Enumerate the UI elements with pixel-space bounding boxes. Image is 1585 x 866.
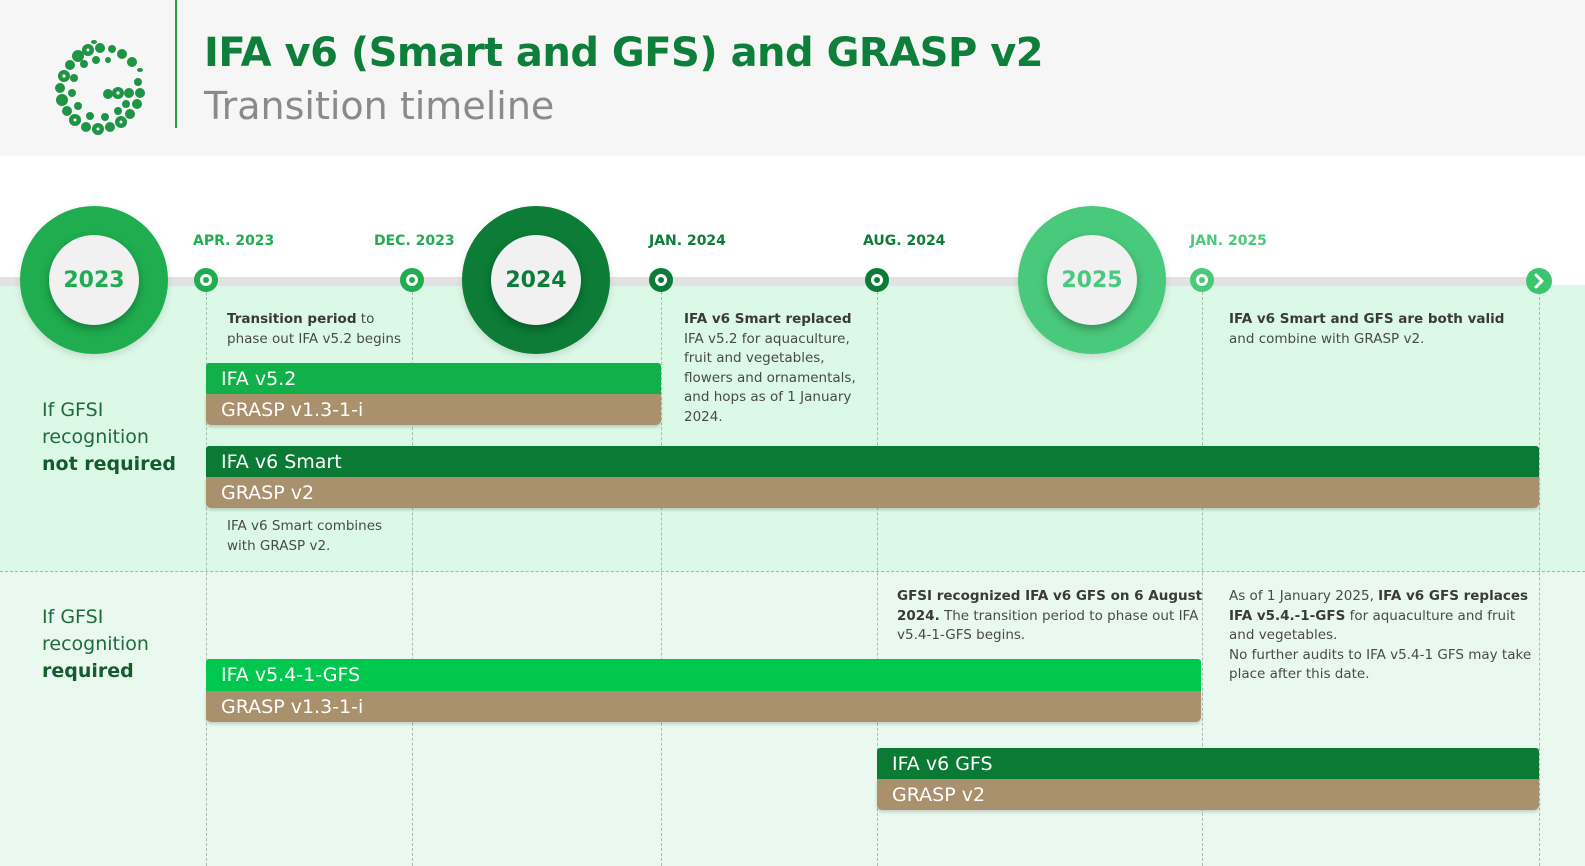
band-gfsi-not-required (0, 285, 1585, 572)
timeline-axis (0, 277, 1545, 286)
year-label-2024: 2024 (491, 235, 581, 325)
page-subtitle: Transition timeline (204, 84, 555, 128)
globalgap-logo-icon (55, 40, 145, 135)
bar-grasp-v2-gfs: GRASP v2 (877, 779, 1539, 810)
note-smart-replaced: IFA v6 Smart replaced IFA v5.2 for aquac… (684, 311, 856, 425)
page-title: IFA v6 (Smart and GFS) and GRASP v2 (204, 30, 1044, 76)
year-label-2023: 2023 (49, 235, 139, 325)
note-smart-combines: IFA v6 Smart combines with GRASP v2. (227, 518, 383, 554)
timeline-marker-dec-2023 (400, 268, 424, 292)
bar-grasp-v1-3-1-i: GRASP v1.3-1-i (206, 394, 661, 425)
date-label-aug-2024: AUG. 2024 (863, 233, 946, 249)
row-label-required: If GFSI recognition required (42, 606, 149, 682)
guide-line-jan-2024 (661, 292, 662, 866)
bar-grasp-v1-3-1-i-gfs: GRASP v1.3-1-i (206, 691, 1201, 722)
guide-line-end (1539, 292, 1540, 866)
bar-ifa-v5-4-1-gfs: IFA v5.4-1-GFS (206, 659, 1201, 691)
note-gfs-replaces: As of 1 January 2025, IFA v6 GFS replace… (1229, 588, 1532, 682)
header-divider (175, 0, 177, 128)
timeline-marker-apr-2023 (194, 268, 218, 292)
guide-line-dec-2023 (412, 292, 413, 866)
timeline-end-arrow-icon (1526, 268, 1552, 294)
guide-line-aug-2024 (877, 292, 878, 866)
date-label-jan-2025: JAN. 2025 (1190, 233, 1267, 249)
date-label-jan-2024: JAN. 2024 (649, 233, 726, 249)
note-both-valid: IFA v6 Smart and GFS are both valid and … (1229, 311, 1505, 347)
date-label-dec-2023: DEC. 2023 (374, 233, 455, 249)
note-transition-period: Transition period to phase out IFA v5.2 … (227, 311, 401, 347)
year-circle-2025: 2025 (1018, 206, 1166, 354)
timeline-marker-aug-2024 (865, 268, 889, 292)
row-label-not-required: If GFSI recognition not required (42, 399, 177, 475)
timeline-marker-jan-2024 (649, 268, 673, 292)
bar-grasp-v2: GRASP v2 (206, 477, 1539, 508)
band-separator (0, 571, 1585, 572)
bar-ifa-v6-smart: IFA v6 Smart (206, 446, 1539, 477)
timeline-marker-jan-2025 (1190, 268, 1214, 292)
year-circle-2023: 2023 (20, 206, 168, 354)
bar-ifa-v6-gfs: IFA v6 GFS (877, 748, 1539, 779)
bar-ifa-v5-2: IFA v5.2 (206, 363, 661, 394)
header: IFA v6 (Smart and GFS) and GRASP v2 Tran… (0, 0, 1585, 156)
year-circle-2024: 2024 (462, 206, 610, 354)
year-label-2025: 2025 (1047, 235, 1137, 325)
guide-line-jan-2025 (1202, 292, 1203, 866)
guide-line-apr-2023 (206, 292, 207, 866)
note-gfsi-recognized: GFSI recognized IFA v6 GFS on 6 August 2… (897, 588, 1203, 643)
date-label-apr-2023: APR. 2023 (193, 233, 275, 249)
